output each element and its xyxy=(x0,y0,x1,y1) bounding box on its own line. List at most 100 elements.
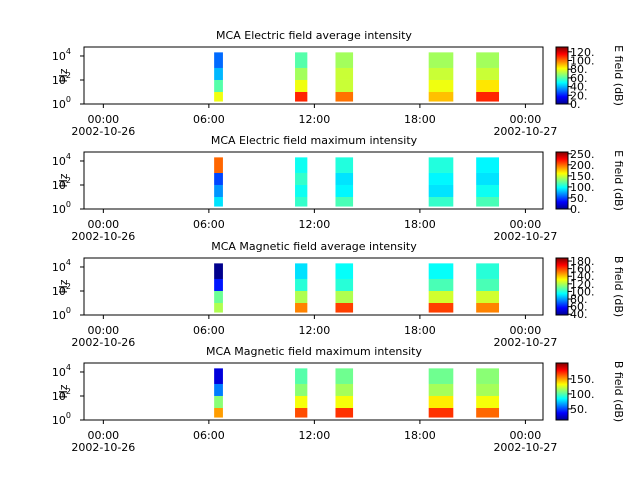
spectrogram-cell xyxy=(428,263,454,279)
y-tick-base: 10 xyxy=(52,366,66,379)
y-axis-label: Hz xyxy=(57,279,70,293)
spectrogram-cell xyxy=(335,368,354,384)
spectrogram-cell xyxy=(335,196,354,207)
y-tick-label: 104 xyxy=(52,47,71,63)
spectrogram-cell xyxy=(335,263,354,279)
y-tick-power: 2 xyxy=(66,387,71,396)
y-tick-power: 4 xyxy=(66,152,71,161)
spectrogram-cell xyxy=(335,383,354,396)
x-date-label: 2002-10-26 xyxy=(71,230,135,243)
spectrogram-cell xyxy=(428,79,454,92)
spectrogram-cell xyxy=(335,395,354,408)
colorbar xyxy=(555,362,569,421)
spectrogram-cell xyxy=(295,184,308,197)
y-tick-power: 4 xyxy=(66,363,71,372)
plot-frame xyxy=(83,362,544,421)
x-date-label: 2002-10-27 xyxy=(493,230,557,243)
spectrogram-cell xyxy=(476,290,500,303)
chart-title: MCA Electric field maximum intensity xyxy=(211,134,418,147)
y-axis-label: Hz xyxy=(57,173,70,187)
x-tick-label: 00:00 xyxy=(87,429,119,442)
chart-title: MCA Magnetic field maximum intensity xyxy=(206,345,422,358)
spectrogram-cell xyxy=(428,196,454,207)
chart-title: MCA Electric field average intensity xyxy=(216,29,412,42)
y-tick-label: 102 xyxy=(52,387,71,403)
spectrogram-cell xyxy=(295,290,308,303)
y-tick-base: 10 xyxy=(52,50,66,63)
colorbar-tick-label: 200. xyxy=(570,159,595,172)
x-tick-label: 18:00 xyxy=(404,324,436,337)
spectrogram-cell xyxy=(295,263,308,279)
y-tick-label: 104 xyxy=(52,363,71,379)
colorbar-tick-label: 40. xyxy=(570,81,588,94)
colorbar-label: E field (dB) xyxy=(612,150,625,211)
colorbar-tick-label: 80. xyxy=(570,63,588,76)
spectrogram-cell xyxy=(476,302,500,313)
x-tick-label: 00:00 xyxy=(510,113,542,126)
spectrogram-cell xyxy=(295,91,308,102)
y-tick-power: 2 xyxy=(66,282,71,291)
spectrogram-cell xyxy=(335,302,354,313)
y-tick-label: 100 xyxy=(52,411,71,427)
colorbar xyxy=(555,151,569,210)
x-date-label: 2002-10-26 xyxy=(71,125,135,138)
colorbar-label: E field (dB) xyxy=(612,45,625,106)
spectrogram-cell xyxy=(214,278,223,291)
spectrogram-cell xyxy=(335,290,354,303)
spectrogram-cell xyxy=(335,91,354,102)
colorbar-tick-label: 50. xyxy=(570,192,588,205)
spectrogram-cell xyxy=(295,52,308,68)
y-axis-label: Hz xyxy=(57,68,70,82)
x-tick-label: 12:00 xyxy=(299,429,331,442)
spectrogram-cell xyxy=(476,383,500,396)
y-tick-base: 10 xyxy=(52,285,66,298)
colorbar-tick-label: 150. xyxy=(570,373,595,386)
spectrogram-cell xyxy=(295,157,308,173)
spectrogram-cell xyxy=(214,407,223,418)
y-tick-label: 100 xyxy=(52,95,71,111)
plot-frame xyxy=(83,46,544,105)
x-tick-label: 00:00 xyxy=(87,218,119,231)
spectrogram-cell xyxy=(295,368,308,384)
colorbar-tick-label: 150. xyxy=(570,170,595,183)
y-tick-power: 2 xyxy=(66,176,71,185)
spectrogram-cell xyxy=(214,263,223,279)
y-tick-power: 2 xyxy=(66,71,71,80)
y-tick-base: 10 xyxy=(52,414,66,427)
y-tick-label: 102 xyxy=(52,282,71,298)
spectrogram-cell xyxy=(335,172,354,185)
spectrogram-cell xyxy=(295,196,308,207)
spectrogram-cell xyxy=(428,290,454,303)
spectrogram-cell xyxy=(335,157,354,173)
y-tick-label: 100 xyxy=(52,306,71,322)
spectrogram-cell xyxy=(335,278,354,291)
spectrogram-cell xyxy=(295,172,308,185)
y-tick-label: 100 xyxy=(52,200,71,216)
spectrogram-cell xyxy=(428,184,454,197)
y-tick-base: 10 xyxy=(52,261,66,274)
y-tick-base: 10 xyxy=(52,98,66,111)
x-tick-label: 18:00 xyxy=(404,429,436,442)
x-tick-label: 00:00 xyxy=(510,324,542,337)
spectrogram-cell xyxy=(476,263,500,279)
y-tick-power: 0 xyxy=(66,411,71,420)
spectrogram-cell xyxy=(428,368,454,384)
colorbar-tick-label: 50. xyxy=(570,403,588,416)
chart-title: MCA Magnetic field average intensity xyxy=(211,240,417,253)
spectrogram-cell xyxy=(476,395,500,408)
spectrogram-cell xyxy=(476,278,500,291)
colorbar-tick-label: 0. xyxy=(570,98,581,111)
spectrogram-cell xyxy=(428,67,454,80)
x-tick-label: 06:00 xyxy=(193,218,225,231)
spectrogram-cell xyxy=(214,368,223,384)
spectrogram-cell xyxy=(428,91,454,102)
x-tick-label: 00:00 xyxy=(510,218,542,231)
colorbar-label: B field (dB) xyxy=(612,361,625,422)
y-tick-base: 10 xyxy=(52,155,66,168)
colorbar-tick-label: 250. xyxy=(570,148,595,161)
y-tick-base: 10 xyxy=(52,309,66,322)
y-tick-base: 10 xyxy=(52,74,66,87)
spectrogram-cell xyxy=(476,157,500,173)
spectrogram-cell xyxy=(214,91,223,102)
spectrogram-cell xyxy=(476,407,500,418)
